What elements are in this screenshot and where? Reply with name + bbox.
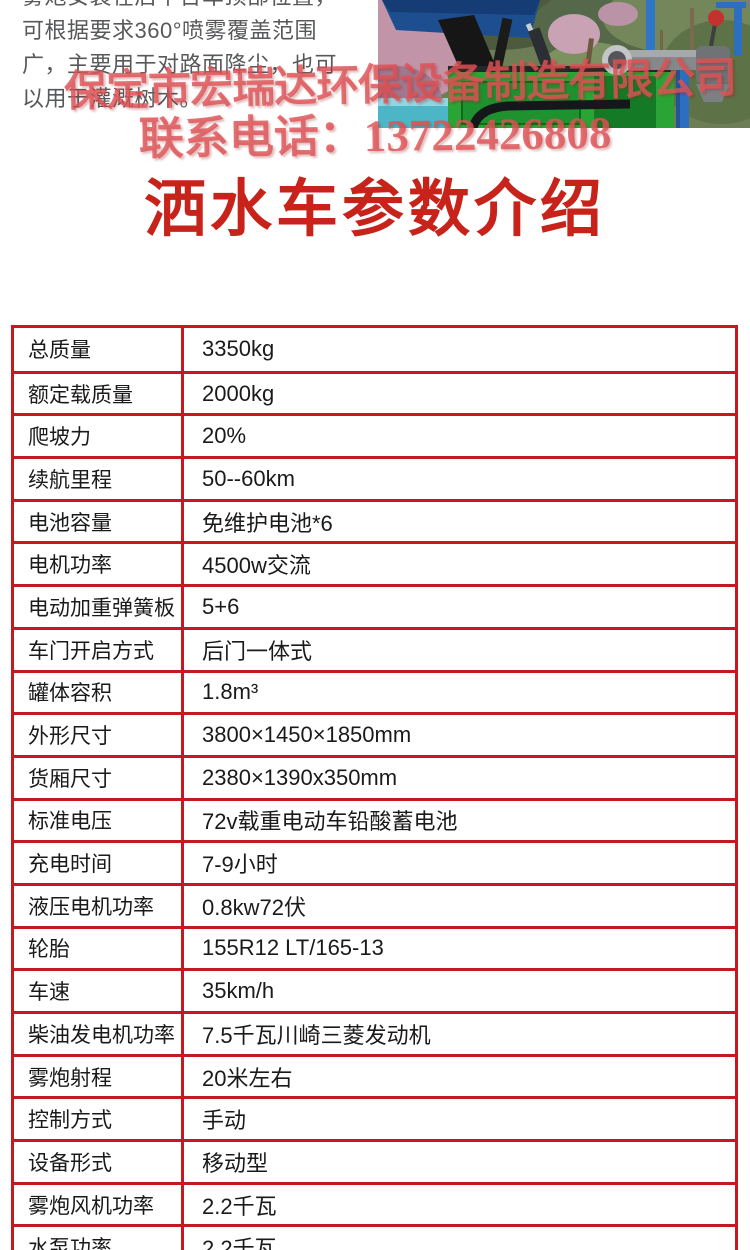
spec-label: 轮胎: [14, 928, 184, 969]
spec-value: 7.5千瓦川崎三菱发动机: [202, 1022, 431, 1048]
spec-value: 后门一体式: [202, 638, 313, 664]
table-row: 水泵功率 2.2千瓦: [14, 1224, 735, 1250]
spec-label: 电机功率: [14, 544, 184, 585]
spec-label: 液压电机功率: [14, 885, 184, 926]
table-row: 雾炮射程 20米左右: [14, 1053, 735, 1097]
product-photo: [378, 0, 750, 128]
table-row: 续航里程 50--60km: [14, 456, 735, 499]
spec-value: 移动型: [202, 1150, 269, 1176]
table-row: 总质量 3350kg: [14, 328, 735, 371]
description-line: 广，主要用于对路面降尘，也可: [22, 52, 338, 77]
spec-label: 标准电压: [14, 800, 184, 841]
spec-label: 雾炮风机功率: [14, 1184, 184, 1225]
spec-value: 72v载重电动车铅酸蓄电池: [202, 809, 458, 835]
spec-value: 免维护电池*6: [202, 510, 333, 536]
spec-label: 控制方式: [14, 1099, 184, 1140]
spec-value: 20米左右: [202, 1065, 293, 1091]
spec-label: 额定载质量: [14, 373, 184, 414]
table-row: 电机功率 4500w交流: [14, 541, 735, 585]
spec-value: 7-9小时: [202, 852, 278, 878]
table-row: 液压电机功率 0.8kw72伏: [14, 882, 735, 926]
spec-value: 4500w交流: [202, 553, 311, 579]
spec-label: 电池容量: [14, 501, 184, 542]
table-row: 雾炮风机功率 2.2千瓦: [14, 1181, 735, 1225]
table-row: 电动加重弹簧板 5+6: [14, 584, 735, 627]
spec-label: 车速: [14, 971, 184, 1011]
description-line: 以用于灌溉树木。: [22, 86, 203, 111]
table-row: 轮胎 155R12 LT/165-13: [14, 925, 735, 969]
table-row: 额定载质量 2000kg: [14, 370, 735, 414]
spec-value: 5+6: [202, 593, 240, 619]
spec-label: 爬坡力: [14, 416, 184, 457]
spec-label: 雾炮射程: [14, 1056, 184, 1097]
table-row: 充电时间 7-9小时: [14, 840, 735, 883]
spec-value: 0.8kw72伏: [202, 894, 306, 920]
spec-value: 2.2千瓦: [202, 1193, 277, 1219]
table-row: 爬坡力 20%: [14, 413, 735, 457]
spec-table: 总质量 3350kg 额定载质量 2000kg 爬坡力 20% 续航里程 50-…: [11, 325, 738, 1250]
table-row: 车速 35km/h: [14, 968, 735, 1011]
description-line: 雾炮安装在后平台车顶部位置，: [22, 0, 374, 14]
table-row: 电池容量 免维护电池*6: [14, 498, 735, 542]
hero-section: 雾炮安装在后平台车顶部位置， 可根据要求360°喷雾覆盖范围 广，主要用于对路面…: [0, 0, 750, 128]
spec-value: 50--60km: [202, 465, 295, 491]
spec-label: 水泵功率: [14, 1227, 184, 1250]
table-row: 柴油发电机功率 7.5千瓦川崎三菱发动机: [14, 1011, 735, 1054]
spec-label: 罐体容积: [14, 672, 184, 713]
spec-value: 20%: [202, 423, 247, 449]
spec-value: 2.2千瓦: [202, 1236, 277, 1250]
table-row: 罐体容积 1.8m³: [14, 669, 735, 713]
product-photo-illustration: [378, 0, 750, 128]
table-row: 货厢尺寸 2380×1390x350mm: [14, 754, 735, 798]
spec-value: 3350kg: [202, 336, 275, 362]
spec-value: 手动: [202, 1108, 247, 1134]
spec-value: 155R12 LT/165-13: [202, 935, 384, 961]
page-title: 洒水车参数介绍: [143, 175, 606, 244]
spec-value: 1.8m³: [202, 679, 259, 705]
table-row: 标准电压 72v载重电动车铅酸蓄电池: [14, 797, 735, 841]
fog-cannon: [382, 0, 556, 81]
water-cannon: [602, 0, 746, 128]
spec-value: 2380×1390x350mm: [202, 764, 398, 790]
spec-label: 柴油发电机功率: [14, 1014, 184, 1054]
spec-label: 货厢尺寸: [14, 757, 184, 798]
product-description: 雾炮安装在后平台车顶部位置， 可根据要求360°喷雾覆盖范围 广，主要用于对路面…: [22, 0, 374, 116]
table-row: 车门开启方式 后门一体式: [14, 626, 735, 670]
spec-label: 续航里程: [14, 459, 184, 499]
spec-label: 外形尺寸: [14, 715, 184, 755]
spec-label: 电动加重弹簧板: [14, 587, 184, 627]
spec-value: 35km/h: [202, 978, 275, 1004]
machine-body: [448, 66, 674, 128]
table-row: 设备形式 移动型: [14, 1139, 735, 1182]
spec-label: 车门开启方式: [14, 629, 184, 670]
description-line: 可根据要求360°喷雾覆盖范围: [22, 18, 318, 43]
table-row: 外形尺寸 3800×1450×1850mm: [14, 712, 735, 755]
spec-value: 2000kg: [202, 380, 275, 406]
spec-label: 设备形式: [14, 1142, 184, 1182]
spec-value: 3800×1450×1850mm: [202, 722, 412, 748]
spec-label: 充电时间: [14, 843, 184, 883]
table-row: 控制方式 手动: [14, 1096, 735, 1140]
spec-label: 总质量: [14, 328, 184, 371]
